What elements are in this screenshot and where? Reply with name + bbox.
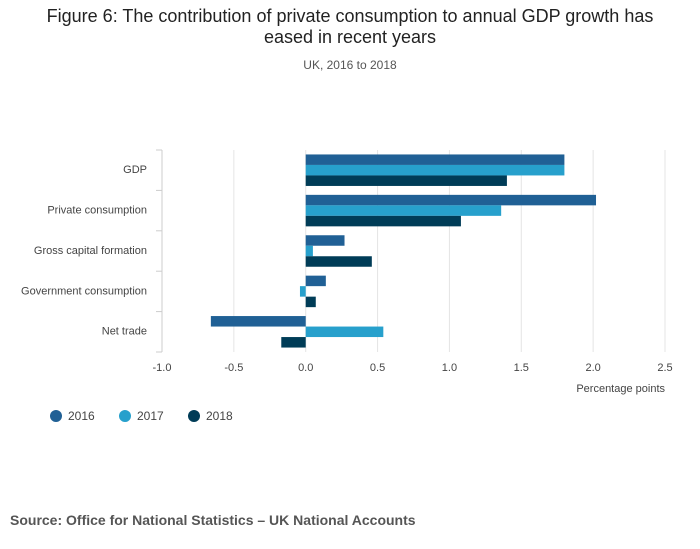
bar: [305, 164, 565, 176]
y-tick-label: GDP: [123, 164, 147, 176]
legend-marker: [50, 410, 62, 422]
x-tick-label: 1.5: [514, 362, 529, 374]
bar: [305, 296, 316, 308]
legend-label: 2016: [68, 409, 95, 423]
source-note: Source: Office for National Statistics –…: [10, 512, 416, 528]
x-tick-label: 0.0: [298, 362, 313, 374]
y-tick-label: Private consumption: [47, 205, 147, 217]
bar: [299, 286, 306, 297]
bar: [305, 235, 345, 246]
legend-marker: [119, 410, 131, 422]
y-tick-label: Net trade: [102, 326, 147, 338]
x-tick-label: 2.0: [585, 362, 600, 374]
bar: [305, 256, 372, 267]
x-axis-label: Percentage points: [576, 383, 665, 395]
bar: [305, 205, 502, 216]
bar: [305, 175, 507, 186]
legend-marker: [188, 410, 200, 422]
x-tick-label: 2.5: [657, 362, 672, 374]
bar: [210, 316, 306, 327]
bar: [305, 245, 313, 257]
chart-title: Figure 6: The contribution of private co…: [46, 6, 654, 47]
chart-subtitle: UK, 2016 to 2018: [303, 58, 397, 72]
legend-label: 2018: [206, 409, 233, 423]
bar: [305, 275, 326, 287]
y-tick-label: Government consumption: [21, 285, 147, 297]
x-tick-label: -0.5: [224, 362, 243, 374]
bar: [305, 215, 461, 227]
x-tick-label: -1.0: [153, 362, 172, 374]
x-tick-label: 0.5: [370, 362, 385, 374]
x-tick-label: 1.0: [442, 362, 457, 374]
bar: [305, 326, 384, 338]
bar: [305, 154, 565, 165]
legend-label: 2017: [137, 409, 164, 423]
bar: [281, 337, 306, 348]
bar: [305, 194, 597, 206]
y-tick-label: Gross capital formation: [34, 245, 147, 257]
